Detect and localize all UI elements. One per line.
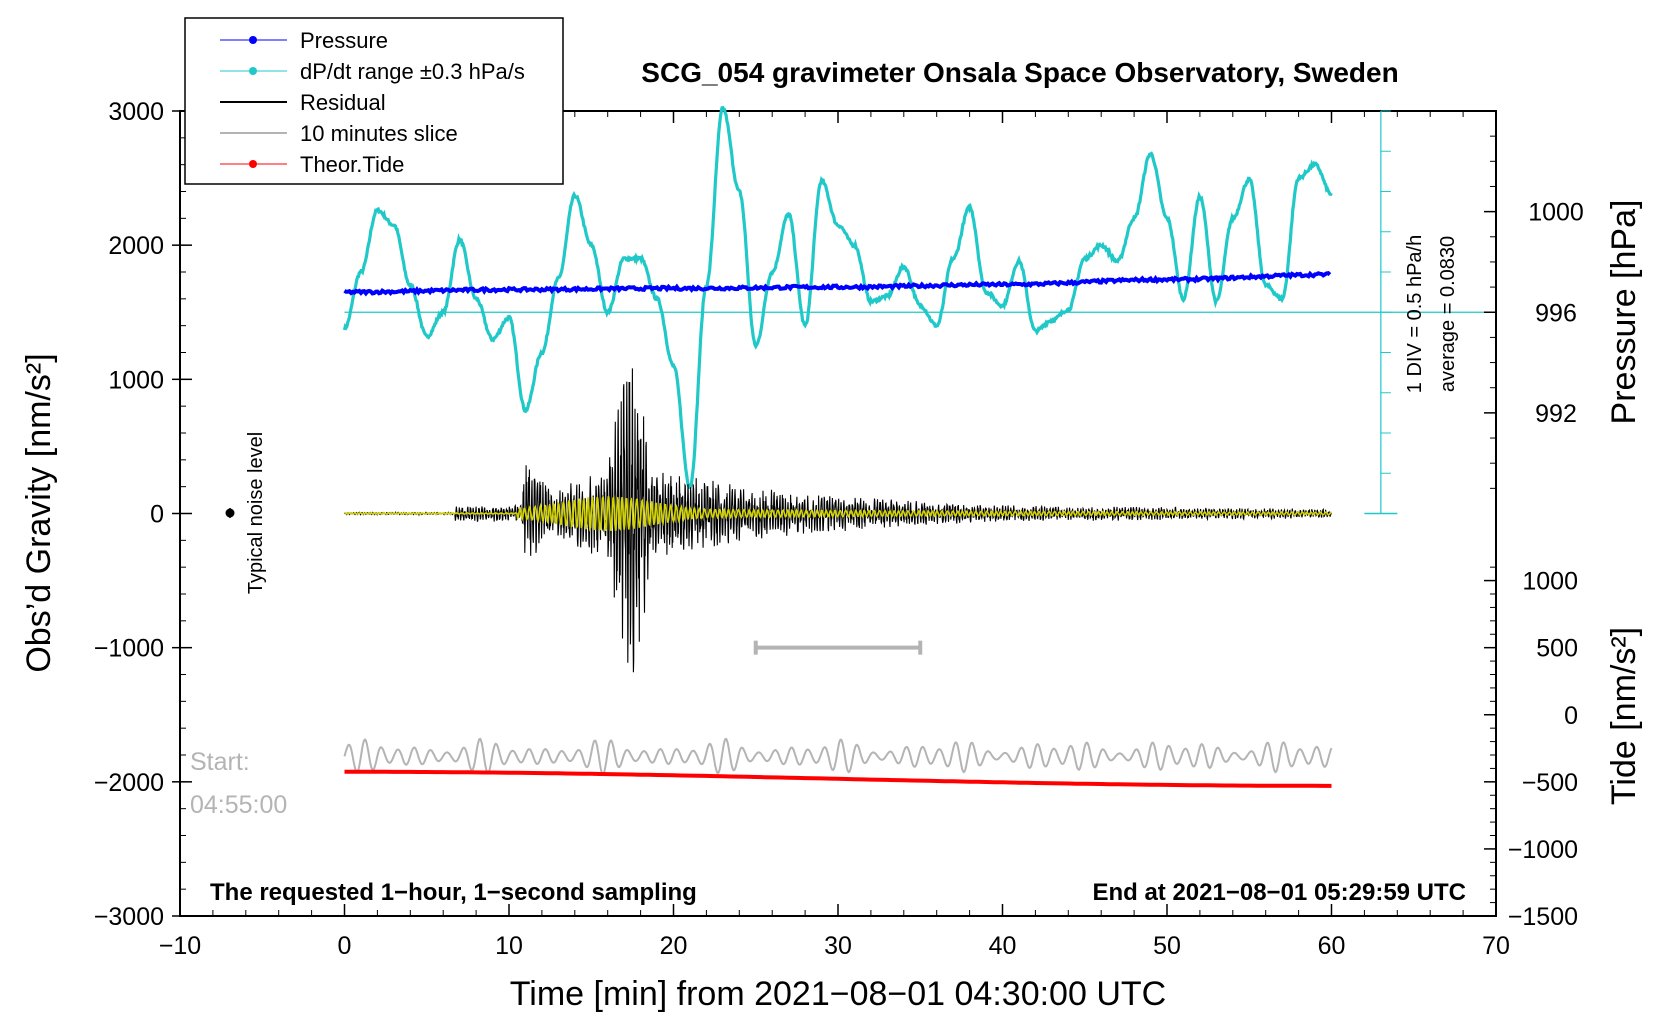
tide-tick-label: −1000	[1508, 836, 1578, 864]
pressure-tick-label: 992	[1535, 400, 1577, 428]
legend-dot-1	[249, 67, 257, 75]
noise-marker	[225, 508, 235, 518]
noise-label: Typical noise level	[245, 432, 267, 594]
tide-tick-label: 500	[1536, 635, 1578, 663]
div-label: 1 DIV = 0.5 hPa/h	[1404, 235, 1426, 393]
x-tick-label: 60	[1318, 932, 1346, 960]
legend-label-2: Residual	[300, 90, 386, 115]
x-tick-label: 20	[660, 932, 688, 960]
y-tick-label: −3000	[94, 903, 164, 931]
legend-label-3: 10 minutes slice	[300, 121, 458, 146]
dpdt-series	[342, 105, 1333, 490]
tide-tick-label: −1500	[1508, 903, 1578, 931]
x-tick-label: 50	[1153, 932, 1181, 960]
slice-line	[343, 737, 1333, 776]
y-tick-label: −1000	[94, 635, 164, 663]
end-time-note: End at 2021−08−01 05:29:59 UTC	[1092, 879, 1466, 906]
x-tick-label: 70	[1482, 932, 1510, 960]
pressure-tick-label: 1000	[1528, 199, 1584, 227]
slice-series	[343, 737, 1333, 776]
y-tick-label: 3000	[108, 98, 164, 126]
y-axis-title-pressure: Pressure [hPa]	[1605, 200, 1643, 425]
y-tick-label: −2000	[94, 769, 164, 797]
noise-dot	[225, 508, 235, 518]
y-axis-title-left: Obs’d Gravity [nm/s²]	[20, 353, 58, 672]
x-tick-label: 30	[824, 932, 852, 960]
tide-series	[344, 769, 1332, 788]
legend-dot-0	[249, 36, 257, 44]
legend-dot-4	[249, 160, 257, 168]
pressure-series	[343, 270, 1332, 297]
residual-line	[343, 368, 1332, 673]
y-tick-label: 2000	[108, 232, 164, 260]
residual-series	[343, 368, 1332, 673]
x-tick-label: 10	[495, 932, 523, 960]
start-time-label: 04:55:00	[190, 791, 287, 819]
legend-label-4: Theor.Tide	[300, 152, 404, 177]
x-axis-title: Time [min] from 2021−08−01 04:30:00 UTC	[510, 975, 1166, 1013]
sampling-note: The requested 1−hour, 1−second sampling	[210, 879, 697, 906]
pressure-tick-label: 996	[1535, 299, 1577, 327]
x-tick-label: 40	[989, 932, 1017, 960]
y-tick-label: 1000	[108, 366, 164, 394]
slice-window-bar	[753, 640, 923, 655]
x-tick-label: 0	[338, 932, 352, 960]
y-tick-label: 0	[150, 501, 164, 529]
y-axis-left: −3000 −2000 −1000 0 1000 2000 3000	[94, 98, 192, 931]
y-axis-tide: −1500 −1000 −500 0 500 1000	[1484, 566, 1578, 931]
start-label: Start:	[190, 748, 250, 776]
tide-line	[344, 769, 1332, 788]
legend-label-0: Pressure	[300, 28, 388, 53]
average-label: average = 0.0830	[1437, 236, 1459, 392]
filtered-line	[344, 495, 1332, 532]
x-axis: −10 0 10 20 30 40 50 60 70	[159, 111, 1510, 960]
filtered-series	[344, 495, 1332, 532]
dpdt-line	[342, 105, 1333, 490]
pressure-line	[343, 270, 1332, 297]
y-axis-pressure: 992 996 1000	[1484, 135, 1584, 489]
legend-label-1: dP/dt range ±0.3 hPa/s	[300, 59, 525, 84]
x-tick-label: −10	[159, 932, 201, 960]
dpdt-reference	[344, 110, 1496, 515]
tide-tick-label: −500	[1522, 769, 1578, 797]
tide-tick-label: 0	[1564, 702, 1578, 730]
legend: Pressure dP/dt range ±0.3 hPa/s Residual 10…	[184, 17, 564, 185]
chart-title: SCG_054 gravimeter Onsala Space Observat…	[641, 57, 1398, 88]
y-axis-title-tide: Tide [nm/s²]	[1605, 627, 1643, 805]
tide-tick-label: 1000	[1522, 568, 1578, 596]
